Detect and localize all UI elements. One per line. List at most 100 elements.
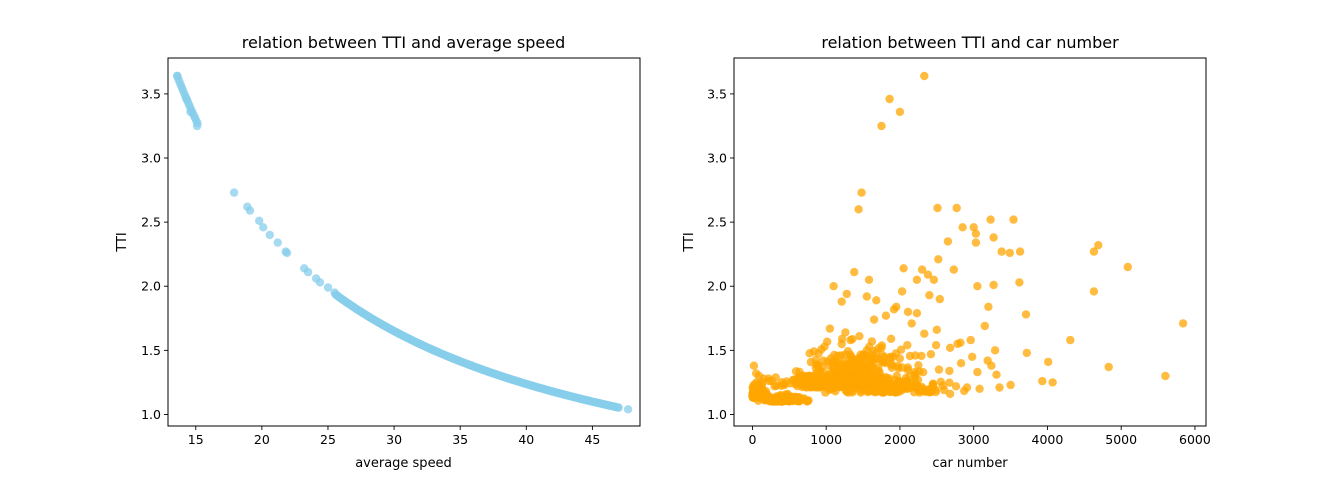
data-point bbox=[929, 275, 939, 284]
data-point bbox=[917, 351, 926, 361]
data-point bbox=[933, 203, 942, 213]
x-tick-label: 35 bbox=[452, 432, 468, 447]
data-point bbox=[989, 280, 998, 290]
y-tick-label: 3.0 bbox=[707, 151, 727, 166]
data-point bbox=[1048, 378, 1057, 387]
data-point bbox=[842, 289, 851, 299]
y-tick-label: 2.5 bbox=[707, 215, 727, 230]
data-point bbox=[912, 275, 922, 284]
data-point bbox=[829, 282, 838, 291]
data-point bbox=[973, 367, 982, 377]
data-point bbox=[303, 267, 313, 277]
data-point bbox=[869, 374, 878, 383]
data-point bbox=[928, 379, 938, 388]
data-point bbox=[911, 351, 920, 360]
data-point bbox=[932, 325, 941, 334]
data-point bbox=[992, 370, 1001, 379]
data-point bbox=[841, 328, 850, 337]
data-point bbox=[869, 315, 879, 324]
data-point bbox=[889, 305, 899, 314]
data-point bbox=[273, 238, 282, 247]
data-point bbox=[771, 373, 780, 382]
data-point bbox=[886, 352, 895, 361]
data-point bbox=[880, 383, 890, 392]
data-point bbox=[903, 363, 912, 372]
data-point bbox=[854, 205, 863, 214]
data-point bbox=[1044, 357, 1053, 367]
data-point bbox=[984, 302, 993, 311]
data-point bbox=[1015, 247, 1025, 256]
data-point bbox=[833, 374, 842, 383]
data-point bbox=[857, 188, 866, 197]
data-point bbox=[819, 356, 828, 365]
data-point bbox=[920, 329, 929, 338]
data-point bbox=[881, 311, 891, 320]
data-point bbox=[903, 341, 912, 350]
data-point bbox=[945, 366, 954, 376]
data-point bbox=[931, 341, 941, 350]
data-point bbox=[973, 282, 982, 291]
x-tick-label: 30 bbox=[386, 432, 402, 447]
data-point bbox=[935, 294, 944, 304]
data-point bbox=[330, 288, 339, 297]
data-point bbox=[853, 382, 862, 391]
data-point bbox=[971, 238, 981, 247]
x-tick-label: 5000 bbox=[1105, 432, 1137, 447]
data-point bbox=[962, 383, 972, 392]
data-point bbox=[173, 71, 182, 81]
data-point bbox=[872, 296, 881, 305]
data-point bbox=[825, 385, 834, 395]
data-point bbox=[886, 334, 896, 343]
data-point bbox=[623, 405, 633, 414]
data-point bbox=[923, 270, 933, 279]
data-point bbox=[776, 391, 785, 400]
data-point bbox=[182, 94, 191, 104]
data-point bbox=[887, 363, 897, 372]
y-tick-label: 3.5 bbox=[707, 86, 727, 101]
data-point bbox=[940, 385, 949, 395]
data-point bbox=[945, 378, 954, 387]
y-tick-label: 2.5 bbox=[141, 215, 161, 230]
data-point bbox=[837, 334, 847, 343]
data-point bbox=[966, 335, 975, 345]
data-point bbox=[192, 121, 202, 131]
data-point bbox=[925, 291, 934, 300]
data-point bbox=[795, 394, 804, 404]
data-point bbox=[971, 229, 981, 238]
data-point bbox=[1123, 262, 1133, 272]
data-point bbox=[879, 357, 888, 367]
data-point bbox=[749, 380, 759, 389]
data-point bbox=[989, 233, 998, 242]
data-point bbox=[958, 223, 967, 232]
data-point bbox=[825, 324, 835, 333]
data-point bbox=[912, 309, 922, 318]
y-tick-label: 3.5 bbox=[141, 86, 161, 101]
data-point bbox=[749, 361, 759, 370]
data-point bbox=[903, 307, 913, 317]
data-point bbox=[862, 346, 871, 355]
data-point bbox=[877, 343, 886, 352]
data-point bbox=[836, 351, 846, 360]
data-point bbox=[1089, 247, 1099, 256]
data-point bbox=[323, 283, 333, 292]
y-axis-label: TTI bbox=[115, 232, 130, 253]
data-point bbox=[855, 332, 864, 341]
speed-axis-ticks: 15 20 25 30 35 40 45 1.0 1.5 2.0 2.5 3.0 3.5 bbox=[141, 86, 600, 447]
data-point bbox=[917, 265, 927, 274]
data-point bbox=[1006, 380, 1015, 390]
data-point bbox=[840, 371, 850, 380]
x-tick-label: 0 bbox=[748, 432, 756, 447]
x-tick-label: 25 bbox=[320, 432, 336, 447]
y-tick-label: 1.0 bbox=[707, 407, 727, 422]
data-point bbox=[845, 383, 855, 392]
data-point bbox=[860, 385, 869, 394]
data-point bbox=[850, 267, 859, 277]
car-scatter-points bbox=[748, 71, 1188, 406]
data-point bbox=[245, 206, 255, 215]
data-point bbox=[1015, 278, 1024, 287]
data-point bbox=[952, 203, 961, 213]
data-point bbox=[265, 230, 274, 240]
data-point bbox=[1009, 215, 1018, 224]
data-point bbox=[229, 188, 239, 197]
